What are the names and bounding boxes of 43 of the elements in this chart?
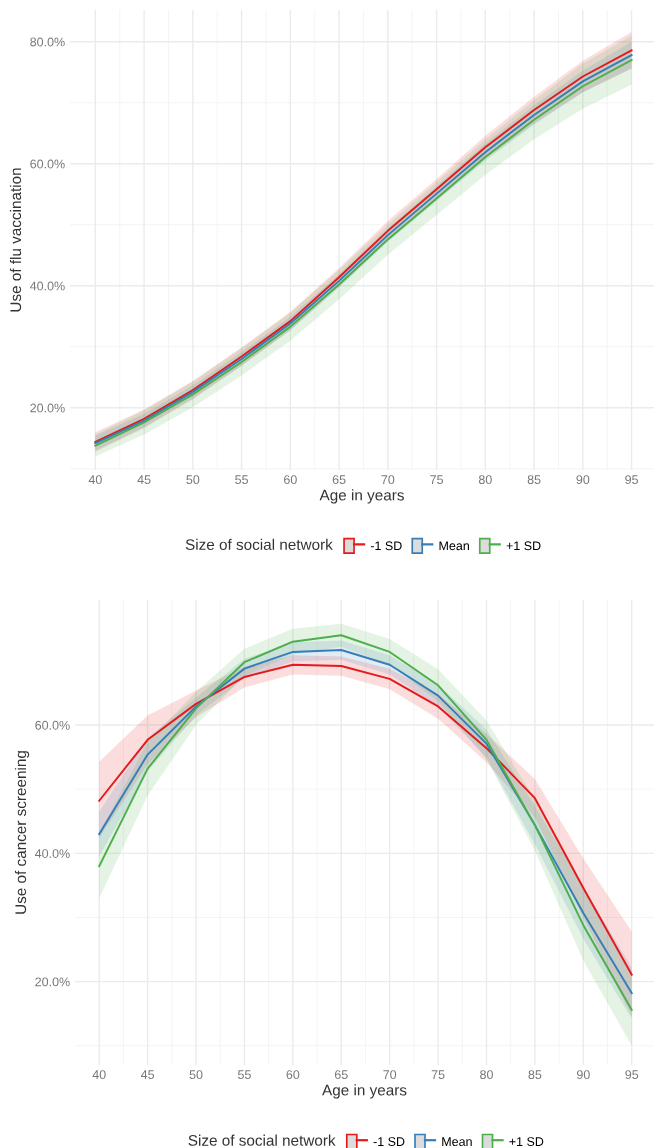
x-tick-label: 70 — [381, 475, 395, 485]
y-axis-title: Use of cancer screening — [14, 751, 30, 914]
legend-title: Size of social network — [188, 1134, 336, 1146]
x-tick-label: 40 — [92, 1070, 106, 1080]
x-tick-label: 55 — [235, 475, 249, 485]
y-tick-label: 40.0% — [29, 281, 65, 291]
y-tick-label: 20.0% — [30, 403, 65, 413]
x-tick-label: 60 — [286, 1070, 300, 1080]
x-tick-label: 65 — [334, 1070, 348, 1080]
y-axis-title: Use of flu vaccination — [9, 168, 22, 312]
x-tick-label: 55 — [237, 1070, 251, 1080]
y-tick-label: 60.0% — [35, 720, 70, 730]
x-tick-label: 45 — [137, 475, 151, 485]
x-tick-label: 40 — [88, 475, 102, 485]
x-tick-label: 70 — [383, 1070, 397, 1080]
x-tick-label: 90 — [576, 475, 590, 485]
x-tick-label: 50 — [189, 1070, 203, 1080]
legend-label: Mean — [439, 541, 469, 551]
x-tick-label: 65 — [332, 475, 346, 485]
legend-label: -1 SD — [370, 541, 402, 551]
y-tick-label: 40.0% — [34, 849, 70, 858]
x-tick-label: 50 — [186, 475, 200, 485]
y-tick-label: 20.0% — [35, 977, 70, 987]
legend-title: Size of social network — [185, 538, 333, 550]
y-tick-label: 80.0% — [30, 37, 65, 47]
x-axis-title: Age in years — [322, 1084, 407, 1099]
legend-label: +1 SD — [509, 1137, 544, 1146]
legend-label: -1 SD — [373, 1137, 405, 1146]
legend-label: Mean — [442, 1137, 472, 1146]
x-tick-label: 75 — [431, 1070, 445, 1080]
x-axis-title: Age in years — [319, 489, 404, 504]
x-tick-label: 75 — [430, 475, 444, 485]
x-tick-label: 95 — [625, 475, 638, 485]
x-tick-label: 85 — [527, 475, 541, 485]
x-tick-label: 80 — [478, 475, 492, 485]
y-tick-label: 60.0% — [30, 159, 65, 169]
x-tick-label: 95 — [625, 1070, 639, 1080]
x-tick-label: 45 — [140, 1070, 155, 1080]
x-tick-label: 90 — [576, 1070, 590, 1080]
x-tick-label: 80 — [480, 1070, 493, 1080]
x-tick-label: 60 — [284, 475, 297, 485]
x-tick-label: 85 — [528, 1070, 542, 1080]
legend-label: +1 SD — [506, 541, 541, 551]
